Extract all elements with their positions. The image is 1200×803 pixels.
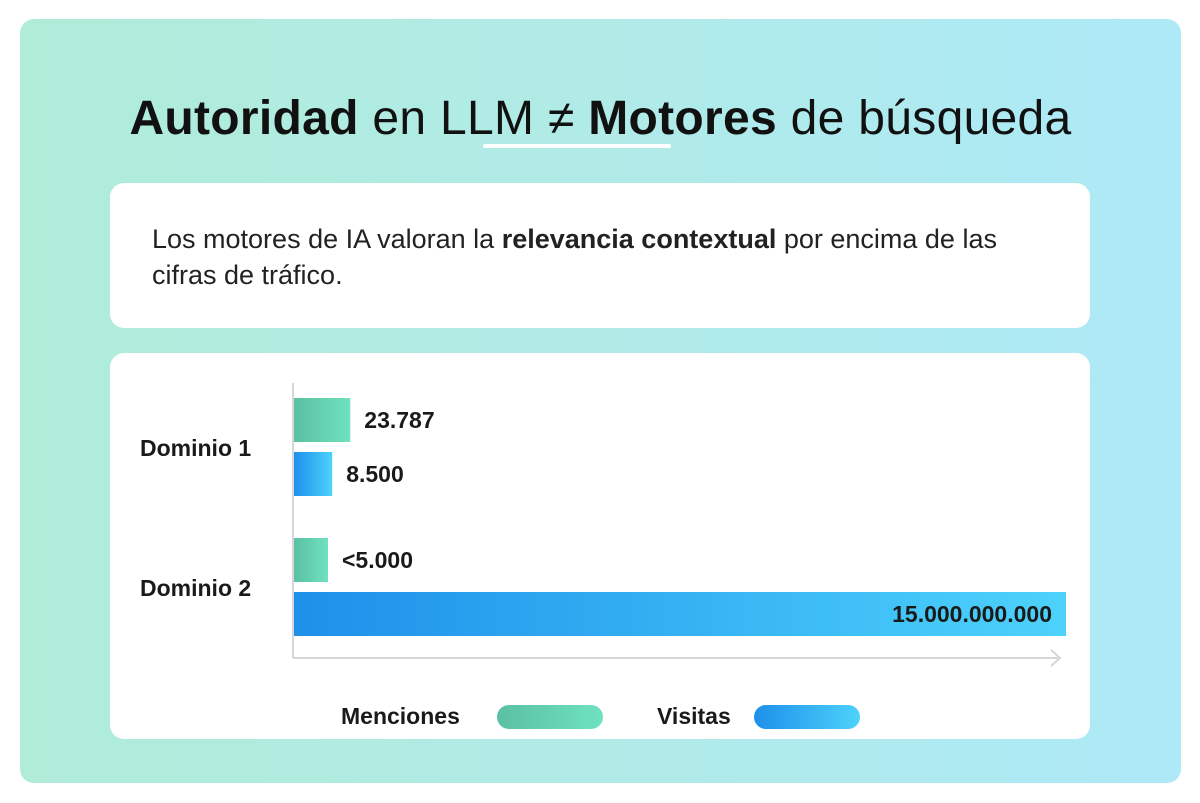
legend-swatch-visitas xyxy=(754,705,860,729)
title-en-llm: en LLM ≠ xyxy=(358,92,589,145)
intro-text-after: por encima de las cifras de tráfico. xyxy=(152,224,997,290)
legend-label-visitas: Visitas xyxy=(657,703,731,729)
title-underline xyxy=(483,144,671,148)
title-motores: Motores xyxy=(588,92,778,145)
chart-panel: Dominio 1 23.787 8.500 Dominio 2 <5.000 15.00… xyxy=(110,353,1090,739)
bar-menciones-1 xyxy=(294,398,351,442)
intro-text-bold: relevancia contextual xyxy=(501,224,777,254)
data-label-menciones-1: 23.787 xyxy=(364,407,434,433)
x-axis-arrow-icon xyxy=(1050,649,1062,667)
bar-visitas-1 xyxy=(294,452,333,496)
page-title: Autoridad en LLM ≠ Motores de búsqueda xyxy=(20,91,1181,146)
legend-swatch-menciones xyxy=(497,705,603,729)
title-de-busqueda: de búsqueda xyxy=(777,92,1072,145)
intro-text: Los motores de IA valoran la relevancia … xyxy=(152,221,1052,293)
legend-label-menciones: Menciones xyxy=(341,703,460,729)
intro-text-before: Los motores de IA valoran la xyxy=(152,224,502,254)
data-label-visitas-2: 15.000.000.000 xyxy=(892,601,1052,627)
category-label: Dominio 2 xyxy=(140,575,251,601)
bar-chart: Dominio 1 23.787 8.500 Dominio 2 <5.000 15.00… xyxy=(140,383,1066,729)
bar-visitas-2 xyxy=(294,592,1066,636)
category-label: Dominio 1 xyxy=(140,435,251,461)
data-label-menciones-2: <5.000 xyxy=(342,547,413,573)
intro-panel: Los motores de IA valoran la relevancia … xyxy=(110,183,1090,328)
infographic-card: Autoridad en LLM ≠ Motores de búsqueda L… xyxy=(20,19,1181,783)
title-autoridad: Autoridad xyxy=(129,92,359,145)
data-label-visitas-1: 8.500 xyxy=(346,461,404,487)
bar-menciones-2 xyxy=(294,538,328,582)
